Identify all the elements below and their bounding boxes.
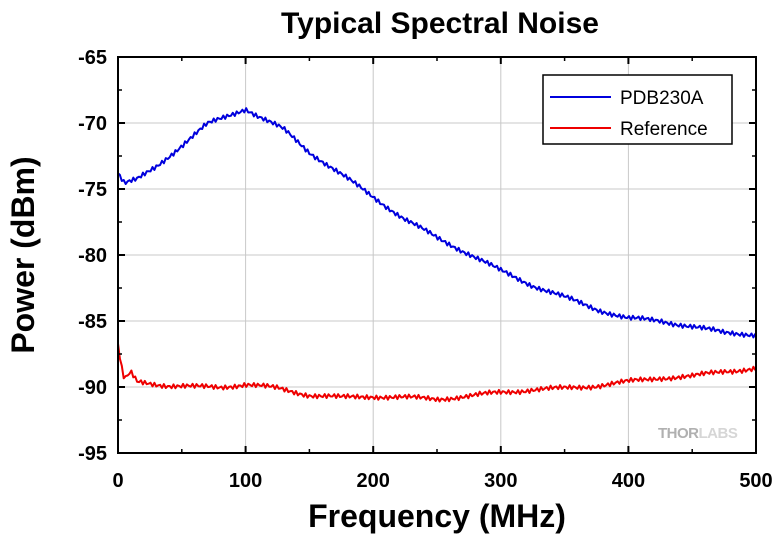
y-tick-label: -90 — [78, 377, 107, 399]
x-tick-label: 300 — [484, 470, 517, 492]
y-tick-label: -65 — [78, 47, 107, 69]
y-tick-label: -95 — [78, 443, 107, 465]
series-layer — [117, 107, 757, 403]
y-tick-label: -80 — [78, 245, 107, 267]
x-tick-label: 100 — [229, 470, 262, 492]
legend-label-pdb230a: PDB230A — [620, 88, 704, 109]
legend-box — [542, 74, 733, 145]
x-tick-label: 0 — [112, 470, 123, 492]
y-axis-label: Power (dBm) — [5, 156, 41, 353]
x-tick-label: 500 — [739, 470, 772, 492]
series-line-pdb230a — [117, 107, 757, 339]
grid — [118, 57, 756, 453]
x-axis-label: Frequency (MHz) — [308, 498, 566, 534]
x-tick-label: 200 — [357, 470, 390, 492]
x-tick-label: 400 — [612, 470, 645, 492]
legend: PDB230A Reference — [542, 74, 733, 145]
chart-title: Typical Spectral Noise — [281, 7, 599, 40]
legend-label-reference: Reference — [620, 119, 708, 140]
y-tick-label: -75 — [78, 179, 107, 201]
series-line-reference — [117, 343, 757, 403]
tick-labels: 0 100 200 300 400 500 -65 -70 -75 -80 -85 -90 -95 — [78, 47, 773, 492]
y-tick-label: -85 — [78, 311, 107, 333]
ticks — [117, 56, 757, 454]
y-tick-label: -70 — [78, 113, 107, 135]
thorlabs-watermark: THORLABS — [658, 425, 738, 442]
